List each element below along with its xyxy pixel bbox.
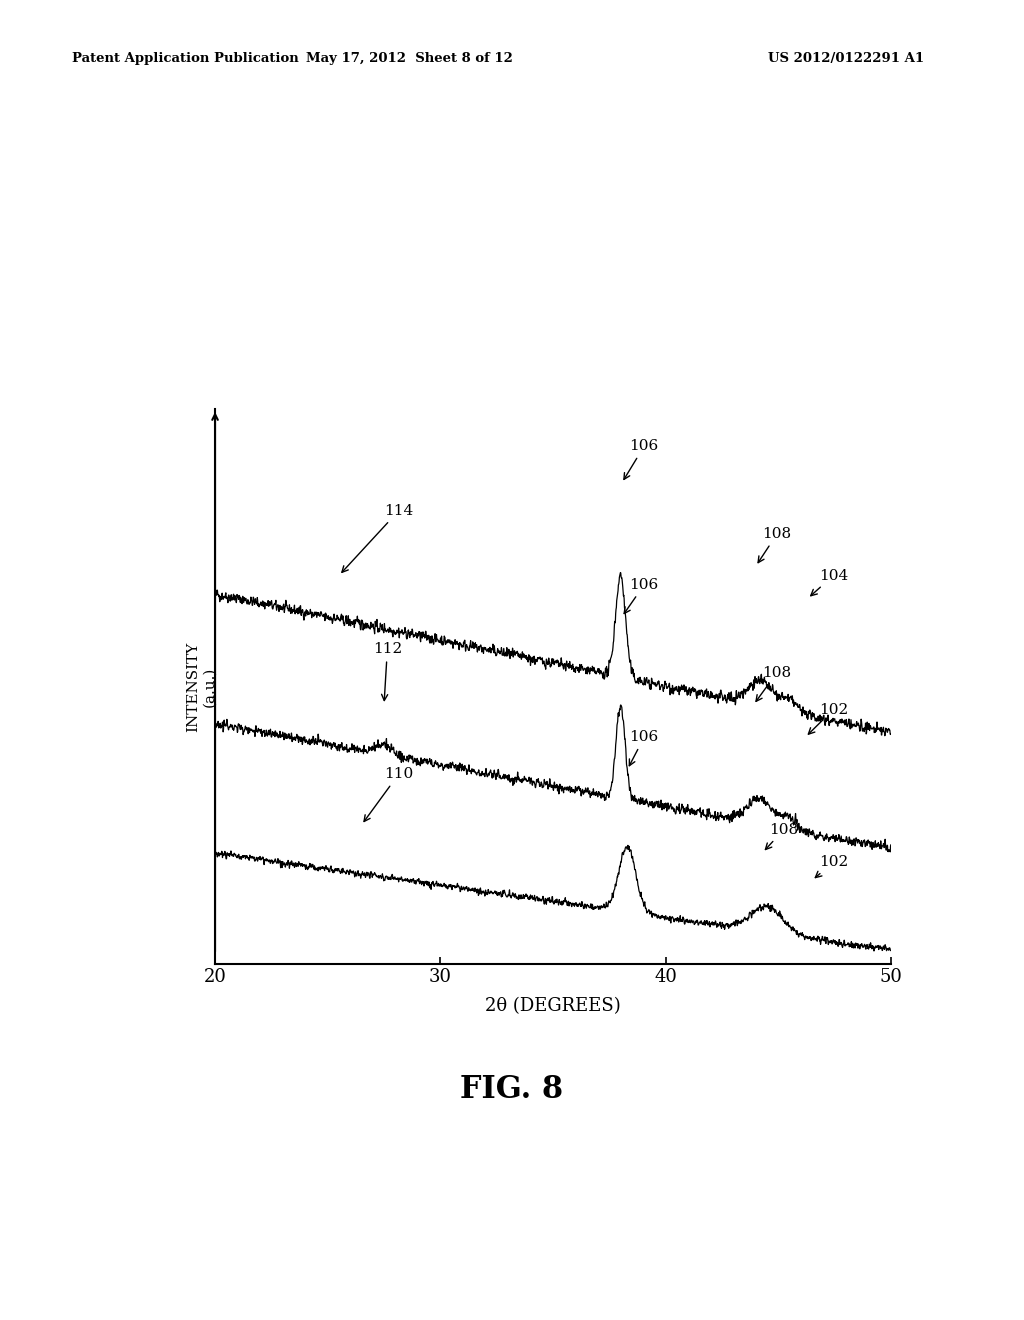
Y-axis label: INTENSITY
(a.u.): INTENSITY (a.u.) bbox=[186, 642, 216, 731]
Text: 106: 106 bbox=[630, 730, 658, 766]
X-axis label: 2θ (DEGREES): 2θ (DEGREES) bbox=[485, 998, 621, 1015]
Text: FIG. 8: FIG. 8 bbox=[461, 1073, 563, 1105]
Text: 106: 106 bbox=[624, 440, 658, 479]
Text: 102: 102 bbox=[815, 855, 848, 878]
Text: 108: 108 bbox=[756, 665, 792, 701]
Text: 114: 114 bbox=[342, 504, 414, 573]
Text: 102: 102 bbox=[808, 702, 848, 734]
Text: 106: 106 bbox=[625, 578, 658, 614]
Text: 110: 110 bbox=[364, 767, 414, 821]
Text: US 2012/0122291 A1: US 2012/0122291 A1 bbox=[768, 51, 924, 65]
Text: 112: 112 bbox=[373, 643, 402, 701]
Text: 108: 108 bbox=[758, 527, 792, 562]
Text: 104: 104 bbox=[811, 569, 848, 595]
Text: May 17, 2012  Sheet 8 of 12: May 17, 2012 Sheet 8 of 12 bbox=[306, 51, 513, 65]
Text: Patent Application Publication: Patent Application Publication bbox=[72, 51, 298, 65]
Text: 108: 108 bbox=[765, 822, 799, 850]
